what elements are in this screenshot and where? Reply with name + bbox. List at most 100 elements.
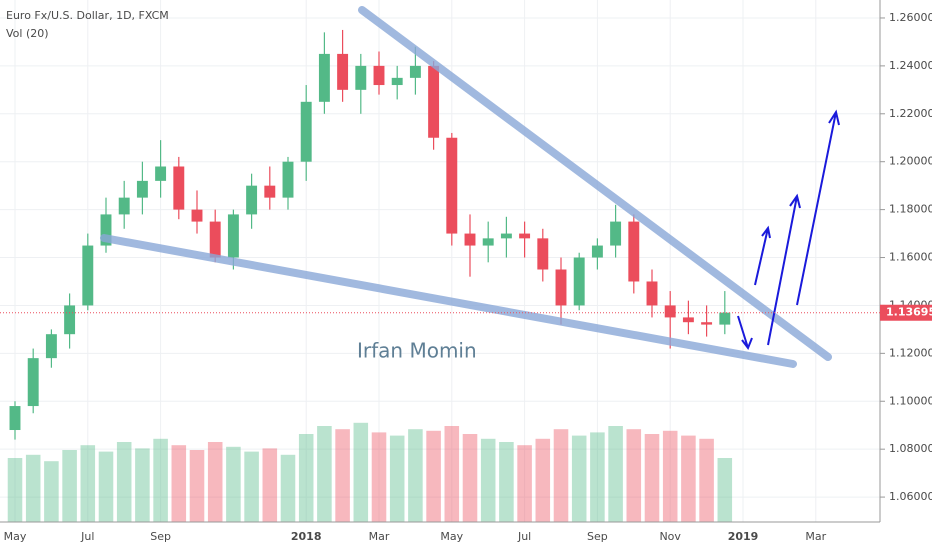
candle-body bbox=[264, 185, 276, 198]
volume-bar bbox=[535, 438, 551, 522]
y-tick-label: 1.16000 bbox=[889, 251, 932, 264]
x-tick-label: Mar bbox=[805, 530, 826, 543]
candle-body bbox=[591, 245, 603, 258]
y-tick-label: 1.24000 bbox=[889, 59, 932, 72]
candle-body bbox=[209, 221, 221, 258]
candle-body bbox=[610, 221, 622, 246]
watermark: Irfan Momin bbox=[357, 339, 477, 363]
volume-bar bbox=[116, 442, 132, 522]
candle-body bbox=[391, 77, 403, 86]
arrow-down bbox=[737, 315, 753, 351]
volume-bar bbox=[135, 448, 150, 522]
last-price-label: 1.13695 bbox=[886, 306, 932, 319]
candle-body bbox=[519, 233, 531, 239]
volume-bar bbox=[80, 445, 96, 522]
volume-bar bbox=[244, 451, 259, 522]
x-tick-label: Sep bbox=[150, 530, 171, 543]
x-tick-label: Nov bbox=[659, 530, 681, 543]
candle-body bbox=[500, 233, 512, 239]
trendline-upper bbox=[358, 6, 832, 361]
arrows bbox=[737, 109, 840, 351]
volume-bar bbox=[353, 422, 369, 522]
candle-body bbox=[246, 185, 258, 215]
candle-body bbox=[64, 305, 76, 335]
volume-bar bbox=[280, 454, 296, 522]
candle-body bbox=[428, 65, 440, 138]
volume-bar bbox=[553, 429, 569, 522]
candle-body bbox=[446, 137, 458, 234]
volume-bar bbox=[153, 438, 168, 522]
candle-body bbox=[191, 209, 203, 222]
candle-body bbox=[664, 305, 676, 318]
volume-bar bbox=[426, 430, 441, 522]
x-tick-label: May bbox=[440, 530, 463, 543]
x-tick-label: May bbox=[4, 530, 27, 543]
volume-bar bbox=[608, 426, 623, 522]
volume-bar bbox=[207, 442, 223, 522]
candle-body bbox=[136, 180, 148, 198]
candle-body bbox=[155, 166, 167, 181]
y-tick-label: 1.18000 bbox=[889, 203, 932, 216]
candle-body bbox=[555, 269, 567, 306]
volume-bar bbox=[7, 458, 23, 522]
candle-body bbox=[100, 214, 112, 246]
candle-body bbox=[82, 245, 94, 306]
volume-bar bbox=[408, 429, 423, 522]
volume-bar bbox=[226, 446, 241, 522]
arrow-up bbox=[767, 193, 801, 346]
candle-body bbox=[628, 221, 640, 282]
candle-body bbox=[373, 65, 385, 86]
candle-body bbox=[701, 322, 713, 325]
volume-bar bbox=[189, 450, 205, 522]
volume-bar bbox=[44, 461, 59, 522]
candle-body bbox=[9, 406, 21, 431]
drawings bbox=[100, 6, 840, 368]
volume-bar bbox=[462, 434, 478, 522]
volume-bar bbox=[317, 426, 332, 522]
arrow-up bbox=[796, 109, 840, 306]
trendline-lower bbox=[100, 234, 797, 368]
y-tick-label: 1.08000 bbox=[889, 442, 932, 455]
x-tick-label: 2018 bbox=[291, 530, 322, 543]
volume-bar bbox=[444, 426, 460, 522]
volume-bar bbox=[171, 445, 187, 522]
candle-body bbox=[482, 238, 494, 246]
volume-bar bbox=[571, 435, 587, 522]
last-price-box bbox=[880, 304, 932, 321]
candle-body bbox=[300, 101, 312, 162]
candle-body bbox=[573, 257, 585, 306]
candle-body bbox=[318, 53, 330, 102]
y-tick-label: 1.26000 bbox=[889, 11, 932, 24]
volume-bar bbox=[699, 438, 714, 522]
volume-bar bbox=[662, 430, 678, 522]
candle-body bbox=[464, 233, 476, 246]
volume-bar bbox=[389, 435, 405, 522]
y-tick-label: 1.22000 bbox=[889, 107, 932, 120]
volume-bar bbox=[298, 434, 314, 522]
volume-bar bbox=[499, 442, 514, 522]
y-tick-label: 1.20000 bbox=[889, 155, 932, 168]
subtitle: Vol (20) bbox=[6, 27, 49, 40]
x-tick-label: Jul bbox=[80, 530, 94, 543]
candle-body bbox=[27, 358, 39, 407]
title: Euro Fx/U.S. Dollar, 1D, FXCM bbox=[6, 9, 169, 22]
x-tick-label: Mar bbox=[369, 530, 390, 543]
volume-bar bbox=[371, 432, 387, 522]
volume-bar bbox=[262, 448, 278, 522]
candle-body bbox=[337, 53, 349, 90]
candle-body bbox=[355, 65, 367, 90]
candle-body bbox=[719, 312, 731, 325]
x-tick-label: Sep bbox=[587, 530, 608, 543]
volume-bar bbox=[335, 429, 350, 522]
candle-body bbox=[118, 197, 130, 215]
volume-bar bbox=[626, 429, 642, 522]
candle-body bbox=[537, 238, 549, 270]
price-pane bbox=[9, 29, 731, 440]
candle-body bbox=[282, 161, 294, 198]
volume-bar bbox=[590, 432, 605, 522]
volume-bar bbox=[98, 451, 114, 522]
volume-pane bbox=[7, 422, 733, 522]
x-tick-label: Jul bbox=[517, 530, 531, 543]
